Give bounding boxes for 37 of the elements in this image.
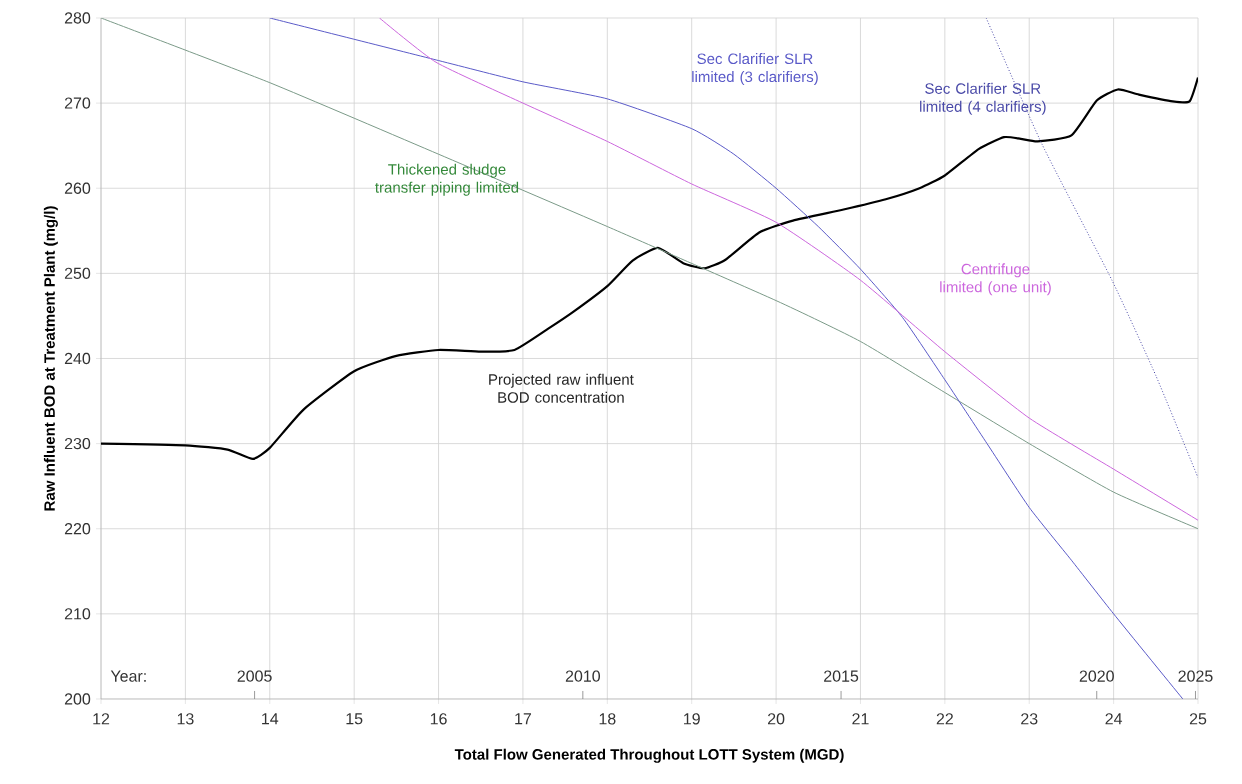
annotation: 2005: [237, 670, 272, 682]
series-label: Projected raw influent BOD concentration: [489, 373, 634, 403]
x-tick-label: 18: [599, 713, 616, 725]
annotation: 2010: [565, 670, 601, 682]
y-tick-label: 240: [64, 352, 91, 365]
y-tick-label: 230: [64, 437, 91, 450]
y-tick-label: 280: [64, 12, 91, 24]
x-tick-label: 14: [262, 713, 279, 725]
series-label: Sec Clarifier SLR limited (4 clarifiers): [920, 82, 1046, 115]
x-tick-label: 17: [515, 713, 532, 725]
series-label: Thickened sludge transfer piping limited: [375, 163, 519, 196]
x-tick-label: 16: [430, 713, 447, 725]
x-tick-label: 20: [768, 713, 785, 725]
annotation: 2025: [1178, 670, 1213, 682]
x-tick-label: 21: [852, 713, 869, 725]
y-tick-label: 200: [64, 693, 91, 705]
y-tick-label: 220: [64, 523, 91, 535]
x-tick-label: 19: [684, 713, 700, 725]
y-axis-title: Raw Influent BOD at Treatment Plant (mg/l): [43, 206, 58, 511]
x-axis-title: Total Flow Generated Throughout LOTT System (MGD): [454, 748, 844, 763]
x-tick-label: 22: [936, 713, 953, 725]
annotation: 2015: [824, 670, 859, 682]
y-tick-label: 250: [64, 267, 91, 280]
text: Centrifuge limited (one unit): [940, 263, 1051, 296]
y-tick-label: 210: [64, 608, 91, 620]
y-tick-label: 270: [64, 97, 91, 109]
x-tick-label: 24: [1105, 713, 1123, 725]
annotation: 2020: [1079, 670, 1114, 682]
x-tick-label: 15: [346, 713, 363, 725]
y-tick-label: 260: [64, 182, 91, 194]
x-tick-label: 12: [93, 713, 110, 725]
annotation: Year:: [110, 670, 146, 682]
x-tick-label: 23: [1021, 713, 1038, 725]
text: Sec Clarifier SLR limited (3 clarifiers): [692, 53, 818, 86]
x-tick-label: 13: [177, 713, 194, 725]
line-series: [101, 17, 1198, 530]
x-tick-label: 25: [1189, 713, 1207, 725]
